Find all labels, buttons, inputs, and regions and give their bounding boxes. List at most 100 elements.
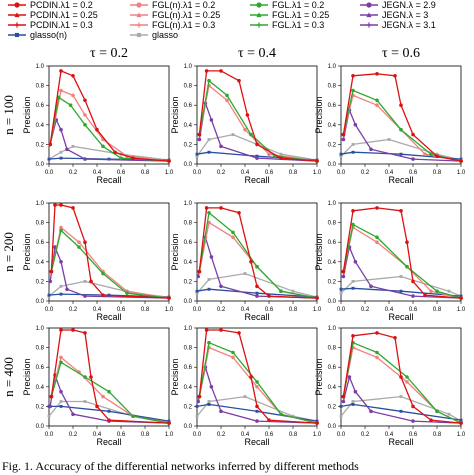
series-line: [198, 84, 318, 162]
data-point: [107, 389, 111, 394]
legend-item-jegn-3-1: JEGN.λ = 3.1: [360, 20, 436, 30]
data-point: [195, 152, 199, 156]
legend-label: FGL(n).λ1 = 0.3: [152, 20, 215, 30]
data-point: [89, 375, 93, 379]
plot-frame: [48, 327, 170, 427]
x-tick-label: 0.8: [433, 307, 442, 313]
legend-label: FGL.λ1 = 0.25: [272, 10, 329, 20]
data-point: [71, 144, 75, 148]
y-axis-title: Precision: [170, 96, 180, 133]
y-tick-label: 1.0: [36, 64, 45, 70]
x-axis-title: Recall: [96, 175, 121, 185]
data-point: [207, 400, 211, 403]
legend-item-fgl-n-1-0-25: FGL(n).λ1 = 0.25: [130, 10, 220, 20]
y-tick-label: 0.2: [36, 142, 45, 148]
data-point: [351, 150, 355, 154]
data-point: [351, 279, 355, 283]
x-tick-label: 0.8: [433, 170, 442, 176]
x-tick-label: 0.0: [337, 307, 346, 313]
series-pcdin-1-0-2: [341, 331, 463, 425]
data-point: [447, 412, 451, 416]
data-point: [83, 375, 87, 379]
data-point: [243, 272, 247, 275]
y-tick-label: 1.0: [36, 326, 45, 332]
data-point: [279, 152, 283, 156]
data-point: [195, 154, 199, 158]
x-axis-title: Recall: [388, 175, 413, 185]
data-point: [71, 412, 75, 417]
data-point: [83, 294, 87, 298]
data-point: [47, 157, 51, 161]
data-point: [195, 289, 199, 293]
data-point: [68, 103, 73, 107]
data-point: [399, 152, 403, 156]
data-point: [83, 157, 87, 161]
data-point: [315, 421, 319, 425]
x-tick-label: 0.4: [93, 307, 102, 313]
data-point: [83, 400, 87, 403]
data-point: [83, 279, 87, 283]
series-line: [342, 89, 462, 162]
data-point: [59, 225, 63, 230]
series-line: [49, 374, 170, 424]
legend-label: glasso: [152, 30, 178, 40]
data-point: [167, 296, 171, 300]
x-tick-label: 0.8: [433, 432, 442, 438]
legend-item-fgl-n-1-0-2: FGL(n).λ1 = 0.2: [130, 0, 215, 10]
y-tick-label: 0.0: [184, 424, 193, 430]
data-point: [59, 203, 63, 207]
data-point: [387, 138, 391, 141]
x-axis-title: Recall: [96, 437, 121, 447]
data-point: [353, 389, 358, 394]
legend-marker: [136, 22, 142, 28]
x-tick-label: 0.8: [289, 170, 298, 176]
data-point: [71, 93, 75, 98]
y-tick-label: 0.8: [328, 346, 337, 352]
data-point: [351, 400, 355, 403]
plot-frame: [196, 202, 318, 302]
x-tick-label: 1.0: [165, 307, 174, 313]
data-point: [225, 98, 229, 103]
y-tick-label: 0.8: [36, 84, 45, 90]
data-point: [423, 293, 427, 297]
legend-item-pcdin-1-0-2: PCDIN.λ1 = 0.2: [8, 0, 93, 10]
x-tick-label: 0.8: [141, 170, 150, 176]
y-tick-label: 0.8: [328, 84, 337, 90]
data-point: [209, 255, 214, 259]
y-tick-label: 0.0: [328, 299, 337, 305]
x-tick-label: 0.8: [141, 432, 150, 438]
column-label-2: τ = 0.4: [238, 46, 276, 61]
series-fgl-1-0-2: [341, 88, 463, 163]
data-point: [339, 154, 343, 158]
data-point: [231, 350, 235, 355]
series-jegn-2-9: [197, 101, 319, 163]
data-point: [459, 157, 463, 161]
legend-label: FGL.λ1 = 0.3: [272, 20, 324, 30]
x-axis-title: Recall: [244, 437, 269, 447]
y-tick-label: 0.4: [36, 385, 45, 391]
x-tick-label: 0.2: [217, 307, 226, 313]
data-point: [59, 150, 63, 154]
data-point: [435, 152, 439, 156]
data-point: [237, 211, 241, 215]
data-point: [435, 154, 439, 158]
y-tick-label: 1.0: [184, 201, 193, 207]
x-tick-label: 0.6: [117, 432, 126, 438]
data-point: [351, 286, 355, 290]
data-point: [255, 264, 259, 269]
data-point: [219, 409, 223, 414]
data-point: [207, 403, 211, 406]
data-point: [267, 152, 271, 156]
data-point: [207, 78, 211, 83]
series-line: [198, 207, 318, 299]
legend: PCDIN.λ1 = 0.2 FGL(n).λ1 = 0.2 FGL.λ1 = 0.…: [8, 0, 436, 40]
data-point: [197, 132, 202, 137]
data-point: [219, 69, 223, 73]
y-tick-label: 0.2: [184, 279, 193, 285]
data-point: [71, 206, 75, 210]
y-tick-label: 0.6: [36, 103, 45, 109]
y-tick-label: 0.8: [328, 221, 337, 227]
data-point: [59, 228, 63, 233]
legend-label: FGL.λ1 = 0.2: [272, 0, 324, 10]
data-point: [59, 127, 63, 132]
